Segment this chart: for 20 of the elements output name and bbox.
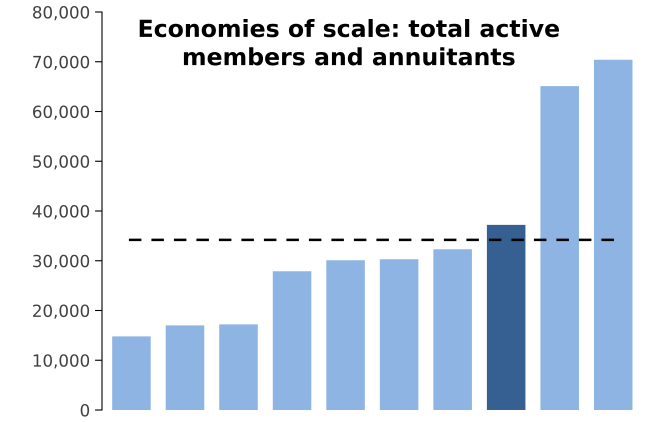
y-tick-label: 70,000 [33,56,90,70]
bar [540,86,579,410]
y-tick-label: 0 [80,404,90,417]
text: Economies of scale: total active members and annuitants [140,18,559,66]
bar [433,249,472,410]
y-tick-label: 40,000 [32,204,90,220]
bar [219,324,258,410]
bar [486,224,526,410]
bar [112,336,151,410]
bar [326,260,365,410]
y-tick-label: 60,000 [33,105,90,120]
bar [272,271,312,410]
bar [166,325,204,410]
bar [380,259,418,410]
y-tick-label: 80,000 [33,6,90,20]
y-tick-label: 20,000 [33,304,90,319]
y-tick-label: 50,000 [33,155,90,170]
y-tick-label: 30,000 [33,254,90,270]
y-tick-label: 10,000 [34,354,90,369]
bar [594,60,633,410]
